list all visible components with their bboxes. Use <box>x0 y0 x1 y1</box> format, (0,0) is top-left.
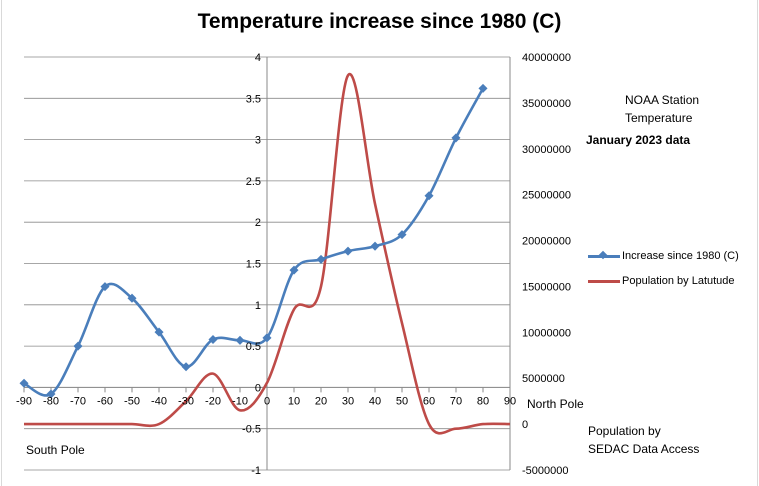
y-right-tick-label: 20000000 <box>522 236 571 248</box>
y-left-tick-label: 0 <box>255 382 261 394</box>
noaa-label-line1: NOAA Station <box>625 93 700 107</box>
temperature-point-marker <box>478 83 488 93</box>
y-left-tick-label: 3 <box>255 135 261 147</box>
left-border <box>1 0 2 486</box>
legend-item-population: Population by Latutude <box>588 268 739 293</box>
noaa-label-line2: Temperature <box>625 111 693 125</box>
y-right-tick-label: 0 <box>522 419 528 431</box>
y-right-tick-label: 35000000 <box>522 98 571 110</box>
x-tick-label: 80 <box>477 395 489 407</box>
temperature-point-marker <box>73 341 83 351</box>
population-label-line2: SEDAC Data Access <box>588 442 700 456</box>
y-right-tick-label: 10000000 <box>522 327 571 339</box>
temperature-point-marker <box>424 191 434 201</box>
legend-label-population: Population by Latutude <box>622 274 735 287</box>
x-tick-label: -50 <box>124 395 140 407</box>
x-tick-label: -30 <box>178 395 194 407</box>
chart-legend: Increase since 1980 (C) Population by La… <box>588 243 739 293</box>
x-tick-label: 20 <box>315 395 327 407</box>
x-tick-label: 0 <box>264 395 270 407</box>
legend-label-temperature: Increase since 1980 (C) <box>622 249 739 262</box>
data-date-label: January 2023 data <box>586 133 691 147</box>
y-left-tick-label: 1.5 <box>246 259 261 271</box>
right-border <box>757 0 758 486</box>
y-right-tick-label: 30000000 <box>522 144 571 156</box>
population-series-line <box>24 72 511 435</box>
population-label-line1: Population by <box>588 424 661 438</box>
x-tick-label: 90 <box>504 395 516 407</box>
x-tick-label: -40 <box>151 395 167 407</box>
y-left-tick-label: 3.5 <box>246 93 261 105</box>
temperature-point-marker <box>181 362 191 372</box>
temperature-point-marker <box>451 133 461 143</box>
legend-swatch-population <box>588 276 620 286</box>
y-left-tick-label: 0.5 <box>246 341 261 353</box>
legend-item-temperature: Increase since 1980 (C) <box>588 243 739 268</box>
y-left-tick-label: -1 <box>251 465 261 477</box>
y-right-tick-label: 5000000 <box>522 373 565 385</box>
temperature-point-marker <box>208 334 218 345</box>
x-tick-label: -60 <box>97 395 113 407</box>
y-left-tick-label: 2 <box>255 217 261 229</box>
legend-swatch-temperature <box>588 250 620 261</box>
x-tick-label: -70 <box>70 395 86 407</box>
x-tick-label: 10 <box>288 395 300 407</box>
y-left-tick-label: 4 <box>255 52 261 64</box>
temperature-point-marker <box>343 246 353 256</box>
temperature-point-marker <box>289 265 299 275</box>
x-tick-label: -90 <box>16 395 32 407</box>
temperature-point-marker <box>370 241 380 251</box>
temperature-point-marker <box>127 293 137 303</box>
x-tick-label: 70 <box>450 395 462 407</box>
y-left-tick-label: 2.5 <box>246 176 261 188</box>
x-tick-label: -10 <box>232 395 248 407</box>
y-right-tick-label: 15000000 <box>522 281 571 293</box>
y-right-tick-label: 40000000 <box>522 52 571 64</box>
south-pole-label: South Pole <box>26 443 85 457</box>
y-left-tick-label: 1 <box>255 300 261 312</box>
temperature-series-line <box>23 87 485 397</box>
x-tick-label: -20 <box>205 395 221 407</box>
y-right-tick-label: -5000000 <box>522 465 569 477</box>
north-pole-label: North Pole <box>527 397 584 411</box>
x-tick-label: 40 <box>369 395 381 407</box>
chart-title: Temperature increase since 1980 (C) <box>197 10 562 33</box>
x-tick-label: 50 <box>396 395 408 407</box>
x-tick-label: 30 <box>342 395 354 407</box>
x-tick-label: 60 <box>423 395 435 407</box>
x-tick-label: -80 <box>43 395 59 407</box>
temperature-point-marker <box>154 327 164 337</box>
temperature-point-marker <box>235 335 245 345</box>
y-left-tick-label: -0.5 <box>242 424 261 436</box>
y-right-tick-label: 25000000 <box>522 190 571 202</box>
